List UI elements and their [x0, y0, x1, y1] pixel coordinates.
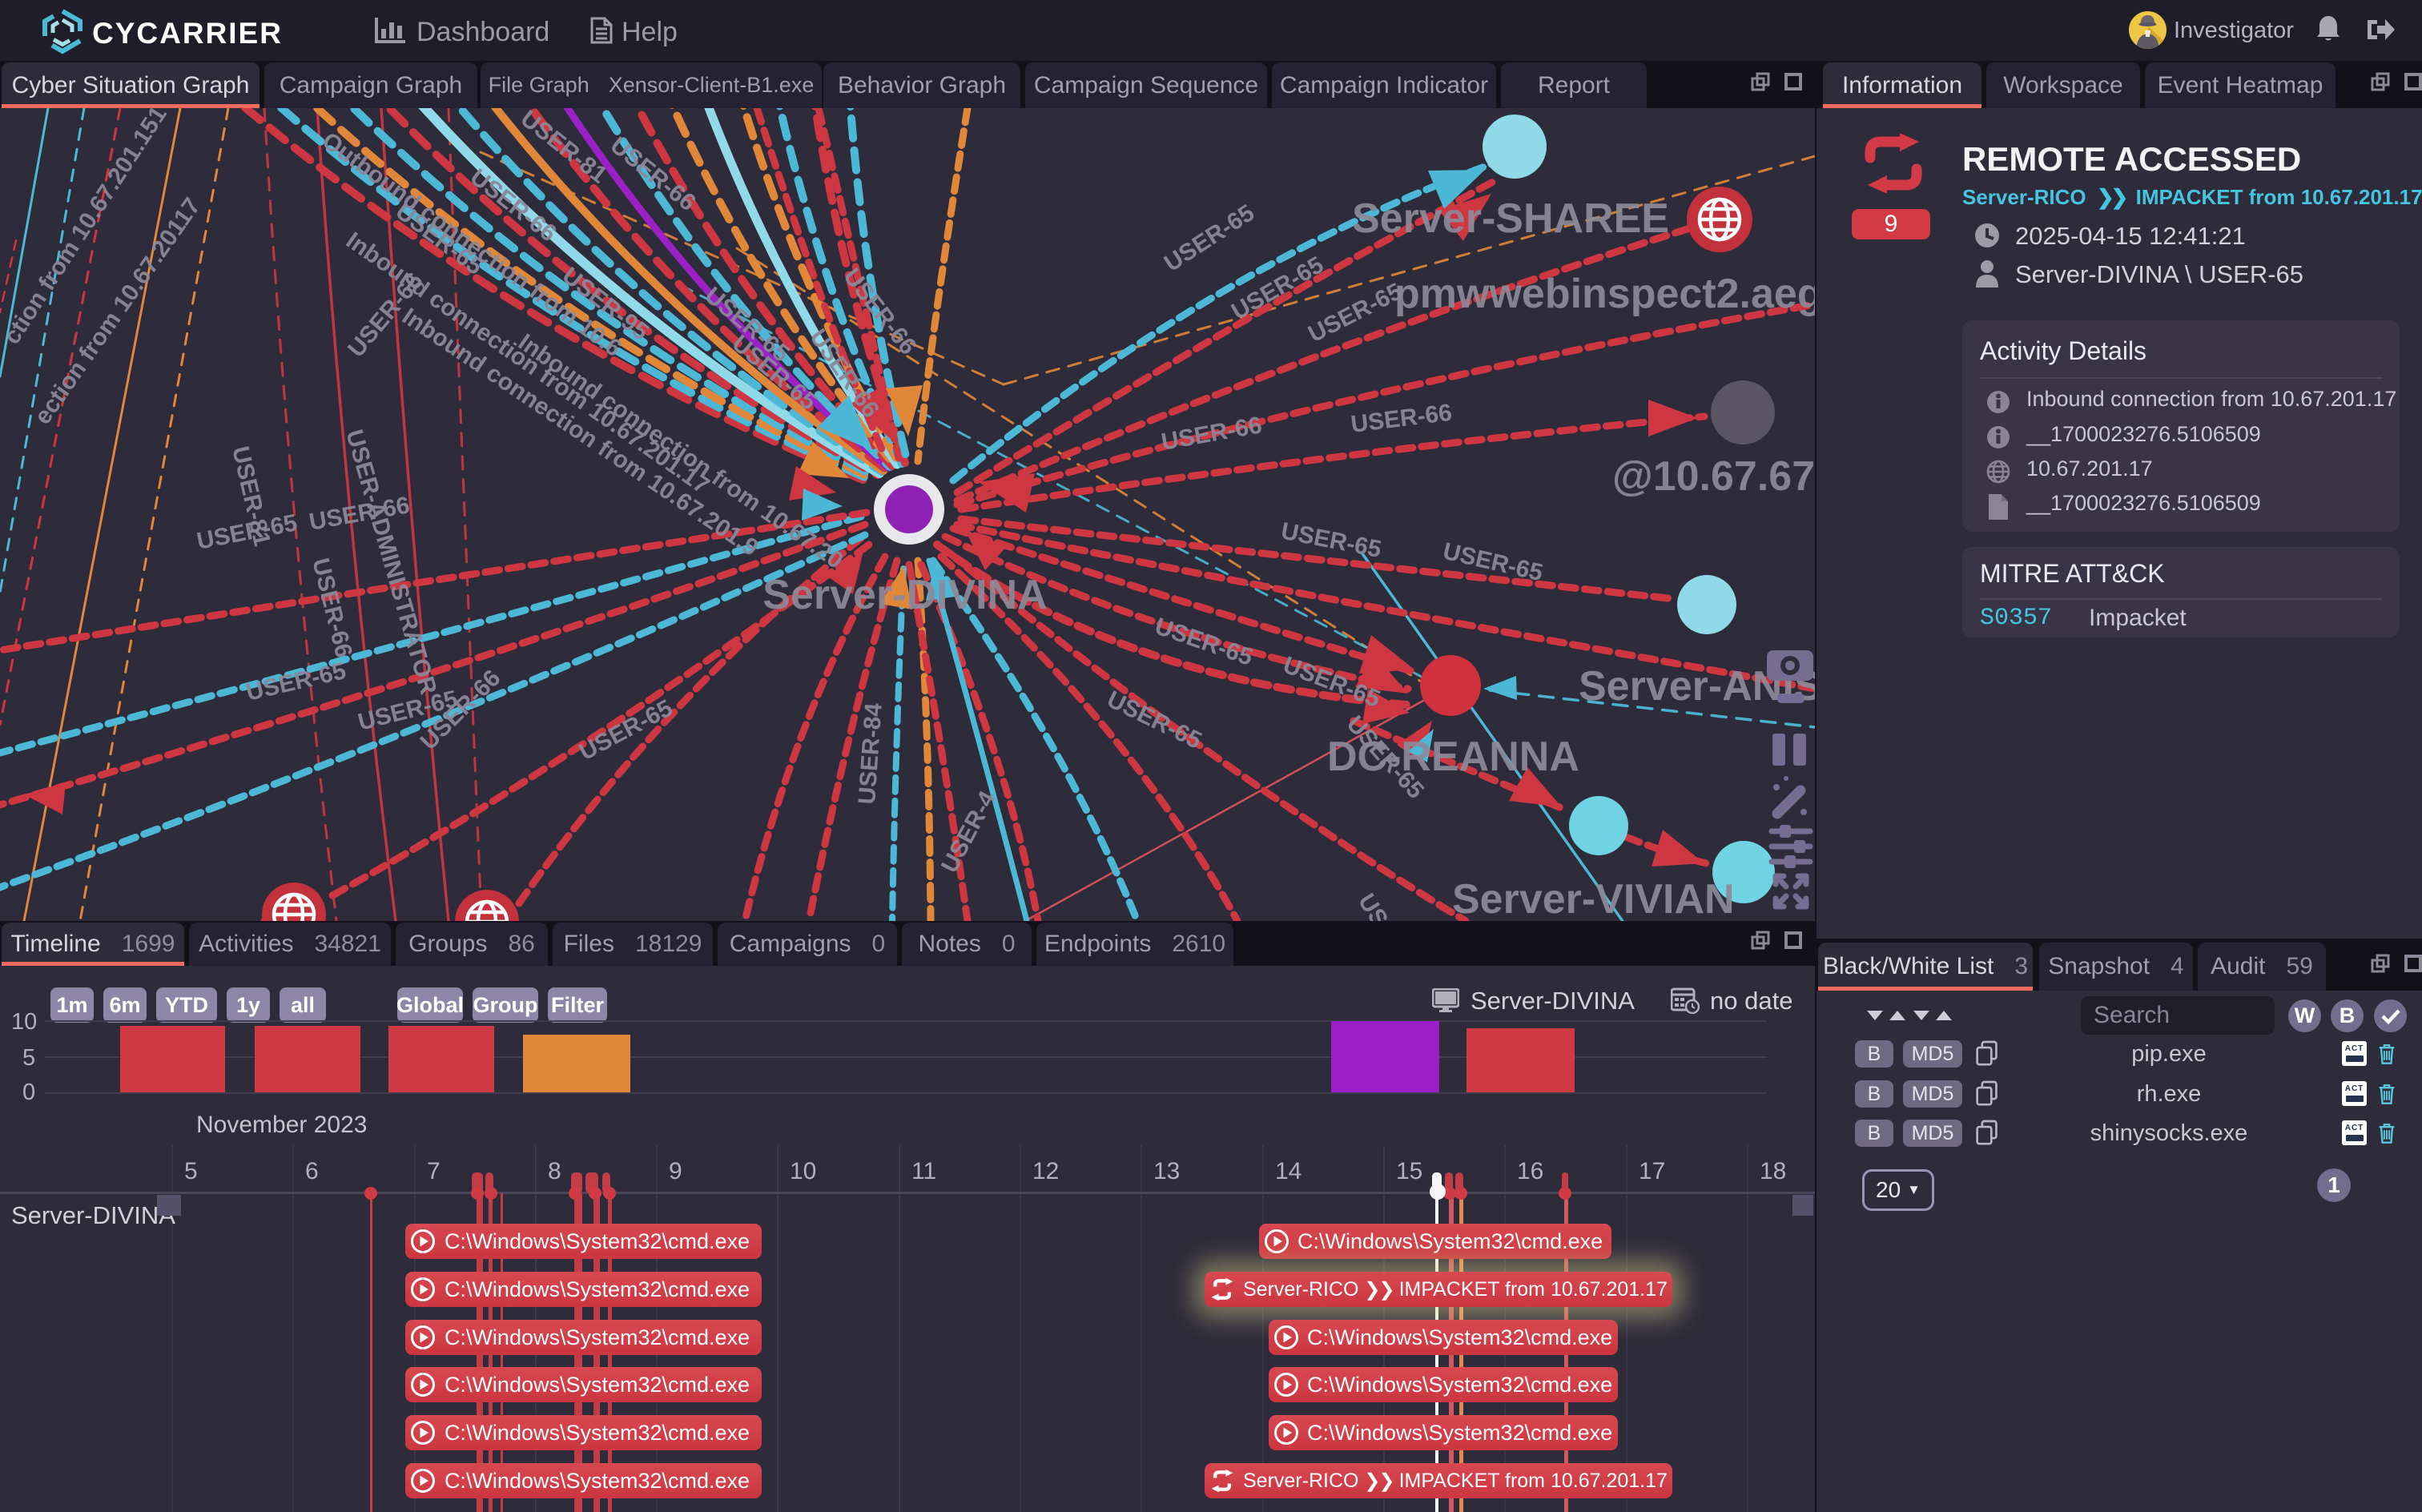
svg-text:USER-66: USER-66	[1350, 400, 1454, 438]
svg-text:ection from 10.67.20117: ection from 10.67.20117	[30, 193, 206, 429]
svg-text:Inbound connection from 10.67.: Inbound connection from 10.67.201.9	[397, 303, 763, 561]
svg-text:Server-DIVINA: Server-DIVINA	[762, 572, 1047, 618]
svg-text:@10.67.67: @10.67.67	[1612, 453, 1815, 500]
svg-text:DC-REANNA: DC-REANNA	[1327, 734, 1579, 780]
svg-text:USER-65: USER-65	[243, 657, 348, 706]
svg-text:USER-66: USER-66	[1159, 412, 1264, 456]
svg-text:USER-65: USER-65	[1227, 251, 1328, 325]
svg-text:USER-84: USER-84	[854, 702, 887, 805]
svg-text:USER-66: USER-66	[307, 556, 357, 661]
svg-text:Server-SHAREE: Server-SHAREE	[1352, 195, 1669, 242]
svg-text:pmwwebinspect2.aeg: pmwwebinspect2.aeg	[1394, 271, 1815, 317]
svg-text:USER-65: USER-65	[1160, 199, 1259, 277]
svg-text:Server-VIVIAN: Server-VIVIAN	[1452, 876, 1735, 921]
svg-text:USER-66: USER-66	[606, 132, 701, 216]
svg-text:USER-65: USER-65	[1304, 278, 1406, 348]
